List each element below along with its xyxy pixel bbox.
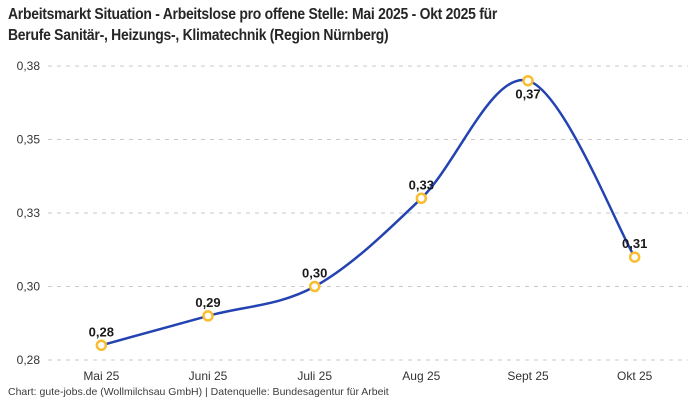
x-axis-tick-label: Juni 25	[189, 369, 228, 383]
data-point-label: 0,29	[195, 295, 220, 310]
data-point-label: 0,28	[89, 324, 114, 339]
data-point-label: 0,37	[515, 87, 540, 102]
x-axis-tick-label: Juli 25	[297, 369, 332, 383]
x-axis-tick-label: Mai 25	[83, 369, 119, 383]
chart-title-line1: Arbeitsmarkt Situation - Arbeitslose pro…	[8, 6, 498, 23]
x-axis-tick-label: Okt 25	[617, 369, 653, 383]
chart-footer: Chart: gute-jobs.de (Wollmilchsau GmbH) …	[8, 386, 389, 398]
data-point-marker	[628, 251, 641, 263]
chart-title-line2: Berufe Sanitär-, Heizungs-, Klimatechnik…	[8, 27, 389, 44]
chart-title: Arbeitsmarkt Situation - Arbeitslose pro…	[8, 4, 497, 46]
data-point-marker	[522, 74, 534, 87]
y-axis-tick-label: 0,30	[17, 280, 41, 294]
y-axis-tick-label: 0,33	[17, 206, 41, 220]
y-axis-tick-label: 0,35	[17, 133, 41, 147]
y-axis-tick-label: 0,28	[17, 353, 41, 367]
data-point-label: 0,33	[409, 177, 434, 192]
data-point-marker	[95, 339, 108, 352]
data-point-marker	[308, 280, 321, 293]
x-axis-tick-label: Sept 25	[507, 369, 549, 383]
x-axis-tick-label: Aug 25	[402, 369, 440, 383]
y-axis-tick-label: 0,38	[17, 59, 41, 73]
data-point-label: 0,31	[622, 236, 647, 251]
data-point-marker	[202, 310, 214, 322]
data-point-marker	[415, 192, 428, 205]
data-point-label: 0,30	[302, 266, 327, 281]
